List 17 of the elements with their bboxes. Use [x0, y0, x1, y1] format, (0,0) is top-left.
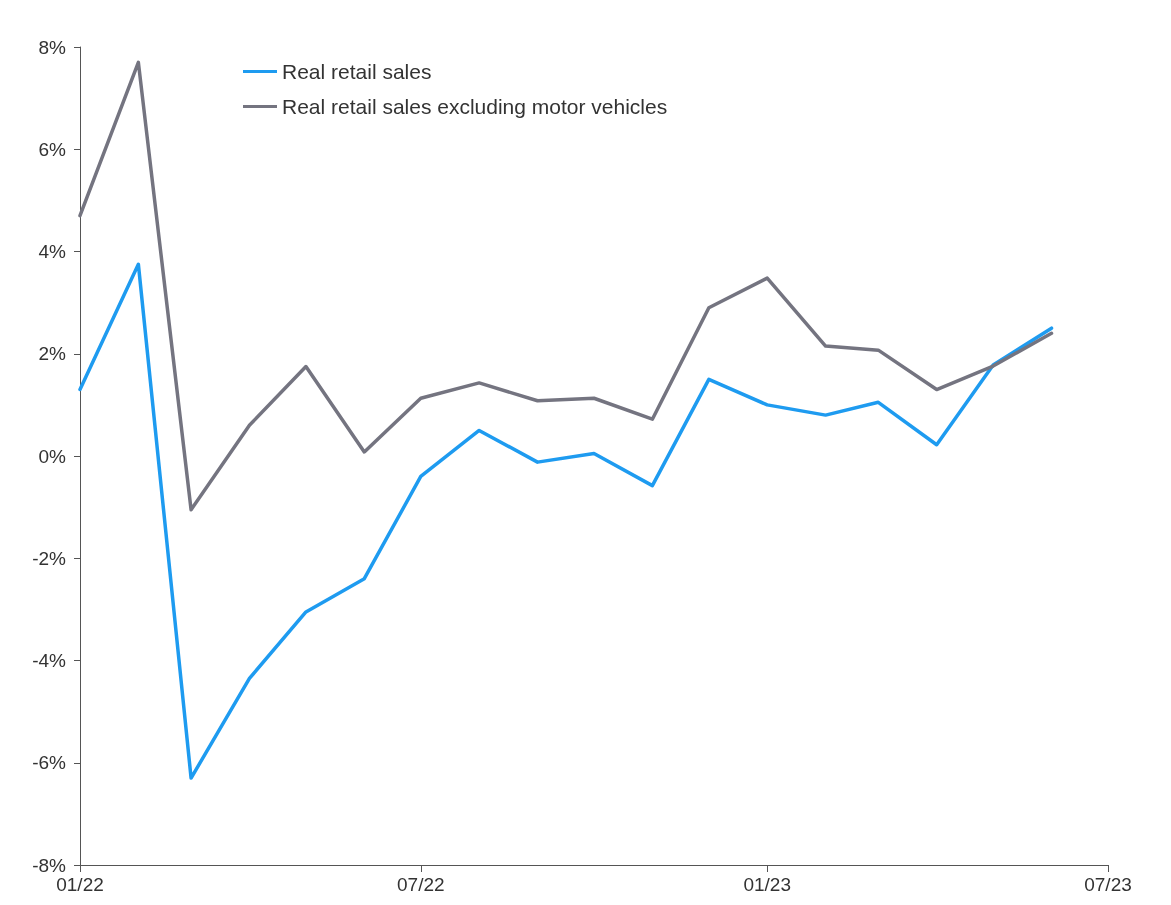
x-tick-label: 01/23: [743, 874, 791, 895]
x-tick-label: 07/23: [1084, 874, 1132, 895]
x-tick-label: 07/22: [397, 874, 445, 895]
x-tick-label: 01/22: [56, 874, 104, 895]
y-tick-label: 0%: [38, 445, 67, 467]
y-tick-label: -6%: [32, 752, 67, 774]
y-tick-label: 2%: [38, 343, 67, 365]
legend-label: Real retail sales excluding motor vehicles: [282, 95, 668, 118]
legend-label: Real retail sales: [282, 60, 432, 83]
y-tick-label: -4%: [32, 650, 67, 671]
y-tick-label: -8%: [32, 854, 67, 876]
y-tick-label: 8%: [38, 36, 67, 58]
y-tick-label: 4%: [38, 241, 67, 262]
line-series: [78, 60, 1054, 512]
y-tick-label: 6%: [38, 138, 67, 160]
y-tick-label: -2%: [32, 547, 67, 569]
line-series: [78, 262, 1054, 780]
